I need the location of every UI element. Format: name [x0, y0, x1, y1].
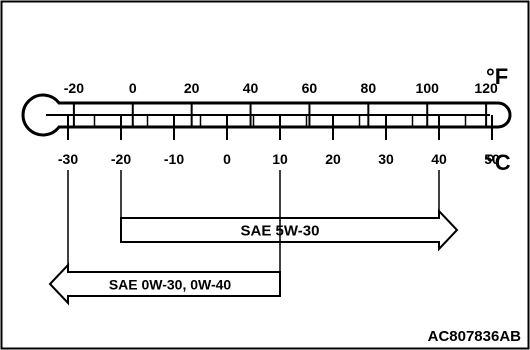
fahrenheit-scale: -20 0 20 40 60 80 100 120 [64, 80, 498, 127]
band-1-arrow [48, 262, 281, 306]
fahrenheit-tick-label-1: 0 [129, 80, 137, 96]
figure-id: AC807836AB [428, 328, 522, 345]
celsius-scale: -30 -20 -10 0 10 20 30 40 50 [58, 115, 500, 167]
fahrenheit-tick-label-3: 40 [243, 80, 259, 96]
celsius-tick-label-4: 10 [272, 151, 288, 167]
band-1-label: SAE 0W-30, 0W-40 [109, 277, 232, 293]
celsius-tick-label-7: 40 [431, 151, 447, 167]
celsius-tick-label-1: -20 [111, 151, 131, 167]
fahrenheit-tick-label-4: 60 [302, 80, 318, 96]
celsius-tick-label-2: -10 [164, 151, 184, 167]
fahrenheit-tick-label-6: 100 [416, 80, 440, 96]
celsius-unit-label: °C [486, 150, 511, 175]
celsius-tick-label-3: 0 [223, 151, 231, 167]
celsius-tick-label-6: 30 [378, 151, 394, 167]
celsius-tick-label-0: -30 [58, 151, 78, 167]
celsius-tick-label-5: 20 [325, 151, 341, 167]
fahrenheit-tick-label-2: 20 [184, 80, 200, 96]
celsius-tick-label-8: 50 [484, 151, 500, 167]
fahrenheit-unit-label: °F [486, 64, 508, 89]
fahrenheit-tick-label-7: 120 [474, 80, 498, 96]
fahrenheit-tick-label-0: -20 [64, 80, 84, 96]
fahrenheit-tick-label-5: 80 [361, 80, 377, 96]
band-0-arrow [120, 208, 459, 252]
